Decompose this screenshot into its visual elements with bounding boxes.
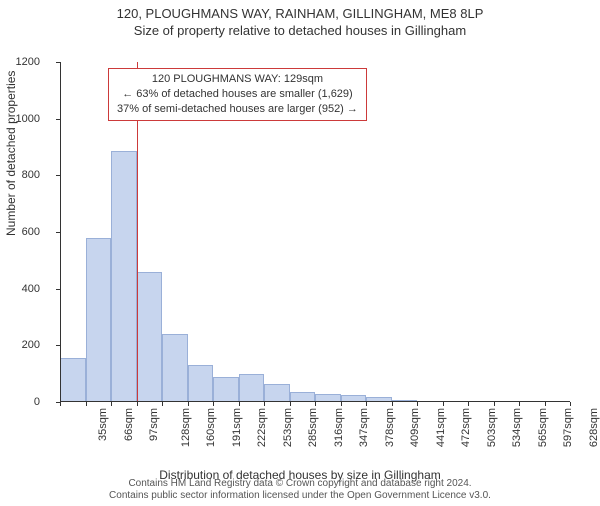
xtick-mark (290, 402, 291, 406)
xtick-mark (570, 402, 571, 406)
callout-line: ← 63% of detached houses are smaller (1,… (117, 87, 358, 102)
attribution-line: Contains public sector information licen… (0, 490, 600, 502)
xtick-mark (545, 402, 546, 406)
callout-line: 120 PLOUGHMANS WAY: 129sqm (117, 72, 358, 87)
xtick-label: 503sqm (486, 408, 498, 447)
xtick-mark (111, 402, 112, 406)
xtick-mark (366, 402, 367, 406)
chart-plot-area: 120 PLOUGHMANS WAY: 129sqm← 63% of detac… (60, 62, 570, 402)
xtick-label: 378sqm (384, 408, 396, 447)
xtick-mark (468, 402, 469, 406)
xtick-mark (188, 402, 189, 406)
histogram-bar (137, 272, 163, 402)
xtick-label: 253sqm (282, 408, 294, 447)
xtick-label: 191sqm (231, 408, 243, 447)
xtick-label: 597sqm (562, 408, 574, 447)
xtick-label: 472sqm (460, 408, 472, 447)
xtick-label: 128sqm (180, 408, 192, 447)
attribution: Contains HM Land Registry data © Crown c… (0, 478, 600, 502)
chart-title: 120, PLOUGHMANS WAY, RAINHAM, GILLINGHAM… (0, 6, 600, 21)
xtick-mark (86, 402, 87, 406)
x-axis-line (60, 401, 570, 402)
xtick-mark (315, 402, 316, 406)
xtick-label: 409sqm (409, 408, 421, 447)
xtick-mark (341, 402, 342, 406)
histogram-bar (60, 358, 86, 402)
ytick-label: 1200 (0, 56, 40, 68)
chart-subtitle: Size of property relative to detached ho… (0, 23, 600, 38)
xtick-mark (519, 402, 520, 406)
histogram-bar (213, 377, 239, 403)
xtick-label: 441sqm (435, 408, 447, 447)
xtick-mark (137, 402, 138, 406)
callout-line: 37% of semi-detached houses are larger (… (117, 102, 358, 117)
y-axis-line (60, 62, 61, 402)
xtick-label: 160sqm (205, 408, 217, 447)
xtick-label: 347sqm (358, 408, 370, 447)
xtick-label: 285sqm (307, 408, 319, 447)
attribution-line: Contains HM Land Registry data © Crown c… (0, 478, 600, 490)
ytick-label: 0 (0, 396, 40, 408)
xtick-label: 534sqm (511, 408, 523, 447)
histogram-bar (264, 384, 290, 402)
ytick-label: 1000 (0, 113, 40, 125)
xtick-label: 66sqm (123, 408, 135, 441)
xtick-label: 222sqm (256, 408, 268, 447)
xtick-mark (417, 402, 418, 406)
xtick-label: 316sqm (333, 408, 345, 447)
xtick-label: 35sqm (97, 408, 109, 441)
xtick-mark (264, 402, 265, 406)
xtick-label: 565sqm (537, 408, 549, 447)
xtick-mark (443, 402, 444, 406)
callout-box: 120 PLOUGHMANS WAY: 129sqm← 63% of detac… (108, 68, 367, 121)
histogram-bar (111, 151, 137, 402)
histogram-bar (239, 374, 265, 402)
ytick-label: 200 (0, 339, 40, 351)
xtick-label: 97sqm (148, 408, 160, 441)
histogram-bar (162, 334, 188, 402)
xtick-mark (392, 402, 393, 406)
xtick-label: 628sqm (588, 408, 600, 447)
xtick-mark (60, 402, 61, 406)
xtick-mark (239, 402, 240, 406)
ytick-label: 600 (0, 226, 40, 238)
xtick-mark (494, 402, 495, 406)
xtick-mark (162, 402, 163, 406)
ytick-label: 800 (0, 169, 40, 181)
ytick-label: 400 (0, 283, 40, 295)
histogram-bar (86, 238, 112, 402)
y-axis-title: Number of detached properties (4, 71, 18, 236)
histogram-bar (188, 365, 214, 402)
xtick-mark (213, 402, 214, 406)
